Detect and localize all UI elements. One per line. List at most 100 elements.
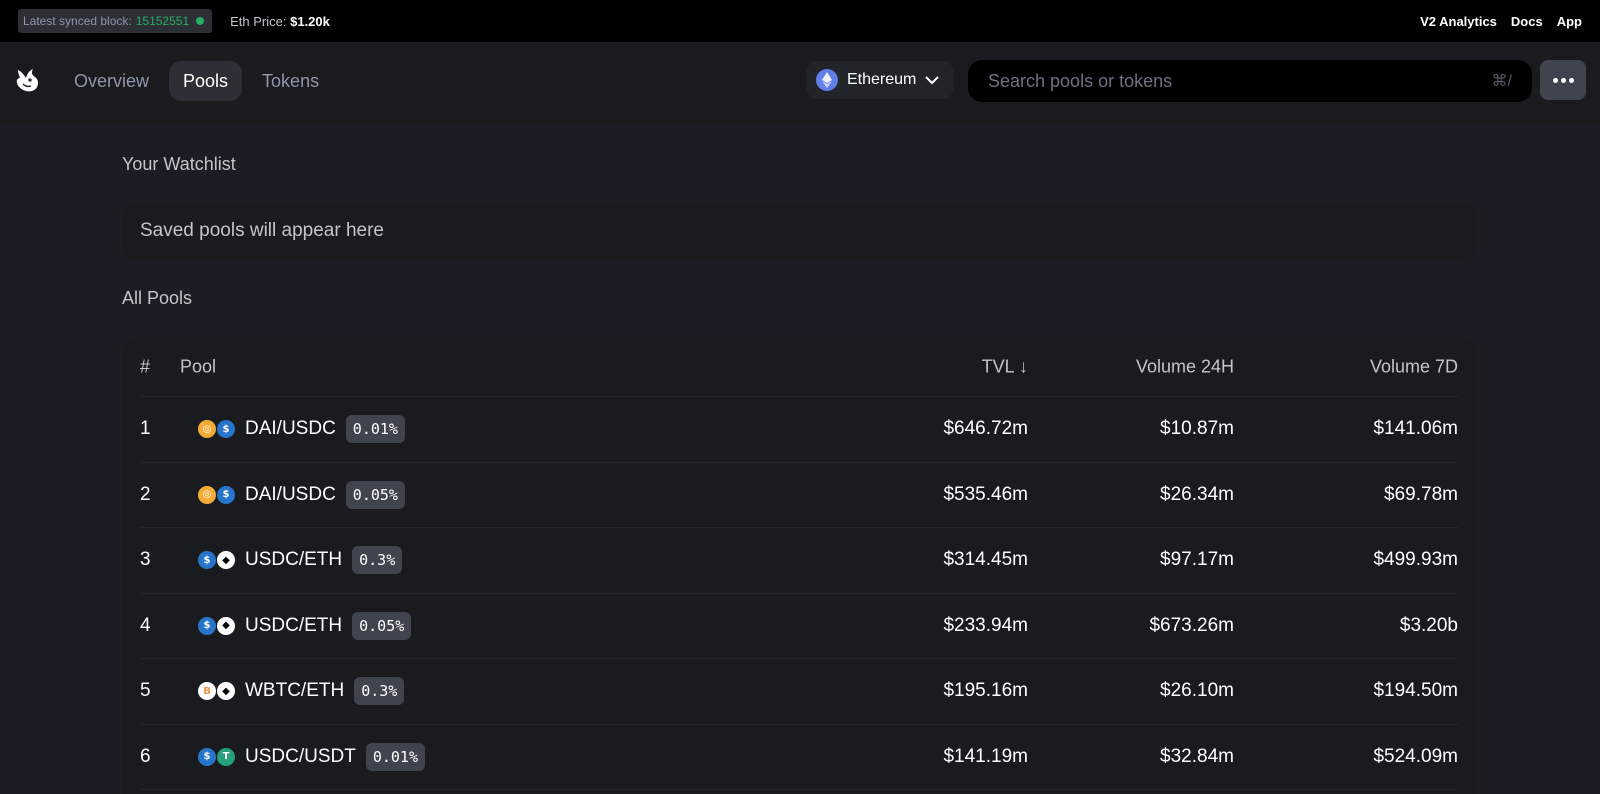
pool-pair: USDC/USDT [245,745,356,767]
more-dots-icon [1552,77,1558,83]
all-pools-title: All Pools [122,288,193,308]
fee-badge: 0.3% [354,677,405,706]
volume-7d-value: $194.50m [1373,680,1458,702]
usdc-token-icon: $ [217,485,235,504]
pool-pair: WBTC/ETH [245,680,345,702]
sync-block-number: 15152551 [135,14,190,28]
sync-label: Latest synced block: [23,14,132,28]
table-row[interactable]: 4 $ ◆ USDC/ETH 0.05% $233.94m $673.26m $3… [140,594,1458,659]
tab-overview[interactable]: Overview [74,70,150,91]
eth-price-label: Eth Price: [230,13,287,29]
pool-cell: B ◆ WBTC/ETH 0.3% [198,677,405,706]
pool-cell: $ ◆ USDC/ETH 0.3% [198,546,403,575]
uniswap-logo-icon[interactable] [14,66,40,94]
volume-24h-value: $26.10m [1160,680,1234,702]
token-pair-icons: $ ◆ [198,616,235,635]
v2-analytics-link[interactable]: V2 Analytics [1420,13,1497,29]
volume-7d-value: $499.93m [1373,549,1458,571]
tvl-value: $535.46m [943,483,1028,505]
tab-pools[interactable]: Pools [169,61,243,101]
table-row[interactable]: 1 ◎ $ DAI/USDC 0.01% $646.72m $10.87m $14… [140,397,1458,463]
fee-badge: 0.05% [352,611,412,640]
table-row[interactable]: 5 B ◆ WBTC/ETH 0.3% $195.16m $26.10m $194… [140,659,1458,725]
ethereum-icon [816,69,838,91]
fee-badge: 0.01% [345,415,405,444]
volume-24h-value: $32.84m [1160,745,1234,767]
wbtc-token-icon: B [198,682,216,701]
row-number: 4 [140,614,151,636]
usdt-token-icon: T [217,747,235,766]
pool-cell: ◎ $ DAI/USDC 0.05% [198,480,405,509]
search-input[interactable] [988,70,1492,92]
table-row[interactable]: 2 ◎ $ DAI/USDC 0.05% $535.46m $26.34m $69… [140,463,1458,528]
token-pair-icons: ◎ $ [198,420,235,439]
table-row[interactable]: 3 $ ◆ USDC/ETH 0.3% $314.45m $97.17m $499… [140,528,1458,594]
dai-token-icon: ◎ [198,485,216,504]
token-pair-icons: $ ◆ [198,551,235,570]
col-pool-header[interactable]: Pool [180,356,217,376]
more-menu-button[interactable] [1540,60,1586,100]
tab-tokens[interactable]: Tokens [262,70,320,91]
row-number: 6 [140,745,151,767]
token-pair-icons: ◎ $ [198,485,235,504]
search-shortcut: ⌘/ [1491,73,1512,90]
eth-price-value: $1.20k [290,13,330,29]
volume-24h-value: $97.17m [1160,549,1234,571]
volume-7d-value: $3.20b [1399,614,1458,636]
main-nav: Overview Pools Tokens [60,61,333,101]
table-row[interactable]: 6 $ T USDC/USDT 0.01% $141.19m $32.84m $5… [140,725,1458,790]
sync-status-pill: Latest synced block: 15152551 [18,9,213,33]
volume-7d-value: $524.09m [1373,745,1458,767]
row-number: 5 [140,680,151,702]
row-number: 1 [140,418,151,440]
usdc-token-icon: $ [198,747,216,766]
volume-24h-value: $673.26m [1149,614,1234,636]
tvl-value: $233.94m [943,614,1028,636]
top-links: V2 Analytics Docs App [1420,14,1582,29]
col-num-header: # [140,356,151,376]
pool-cell: $ T USDC/USDT 0.01% [198,742,425,771]
app-link[interactable]: App [1556,13,1582,29]
pool-cell: ◎ $ DAI/USDC 0.01% [198,415,405,444]
volume-7d-value: $141.06m [1373,418,1458,440]
pools-table: # Pool TVL ↓ Volume 24H Volume 7D 1 ◎ $ D… [122,337,1476,794]
eth-price: Eth Price: $1.20k [230,14,330,29]
token-pair-icons: $ T [198,747,235,766]
status-bar: Latest synced block: 15152551 Eth Price:… [0,0,1600,42]
col-volume-24h-header[interactable]: Volume 24H [1135,356,1234,376]
fee-badge: 0.05% [345,480,405,509]
watchlist-empty-text: Saved pools will appear here [140,220,384,241]
tvl-value: $314.45m [943,549,1028,571]
header: Overview Pools Tokens Ethereum ⌘/ [0,42,1600,124]
pool-cell: $ ◆ USDC/ETH 0.05% [198,611,412,640]
sync-status-dot-icon [196,17,205,25]
col-tvl-header[interactable]: TVL ↓ [981,356,1028,376]
usdc-token-icon: $ [198,551,216,570]
eth-token-icon: ◆ [217,551,235,570]
tvl-value: $141.19m [943,745,1028,767]
usdc-token-icon: $ [217,420,235,439]
volume-24h-value: $26.34m [1160,483,1234,505]
chevron-down-icon [925,76,940,85]
row-number: 3 [140,549,151,571]
col-volume-7d-header[interactable]: Volume 7D [1369,356,1458,376]
row-number: 2 [140,483,151,505]
pool-pair: DAI/USDC [245,483,336,505]
dai-token-icon: ◎ [198,420,216,439]
usdc-token-icon: $ [198,616,216,635]
fee-badge: 0.01% [365,742,425,771]
watchlist-title: Your Watchlist [122,154,236,174]
table-header: # Pool TVL ↓ Volume 24H Volume 7D [140,337,1458,397]
tvl-value: $646.72m [943,418,1028,440]
docs-link[interactable]: Docs [1510,13,1543,29]
search-bar[interactable]: ⌘/ [968,60,1532,102]
network-name: Ethereum [847,71,917,88]
token-pair-icons: B ◆ [198,682,235,701]
pool-pair: USDC/ETH [245,549,343,571]
watchlist-panel: Saved pools will appear here [122,202,1476,260]
network-selector[interactable]: Ethereum [806,61,954,99]
eth-token-icon: ◆ [217,616,235,635]
pool-pair: USDC/ETH [245,614,343,636]
eth-token-icon: ◆ [217,682,235,701]
pool-pair: DAI/USDC [245,418,336,440]
